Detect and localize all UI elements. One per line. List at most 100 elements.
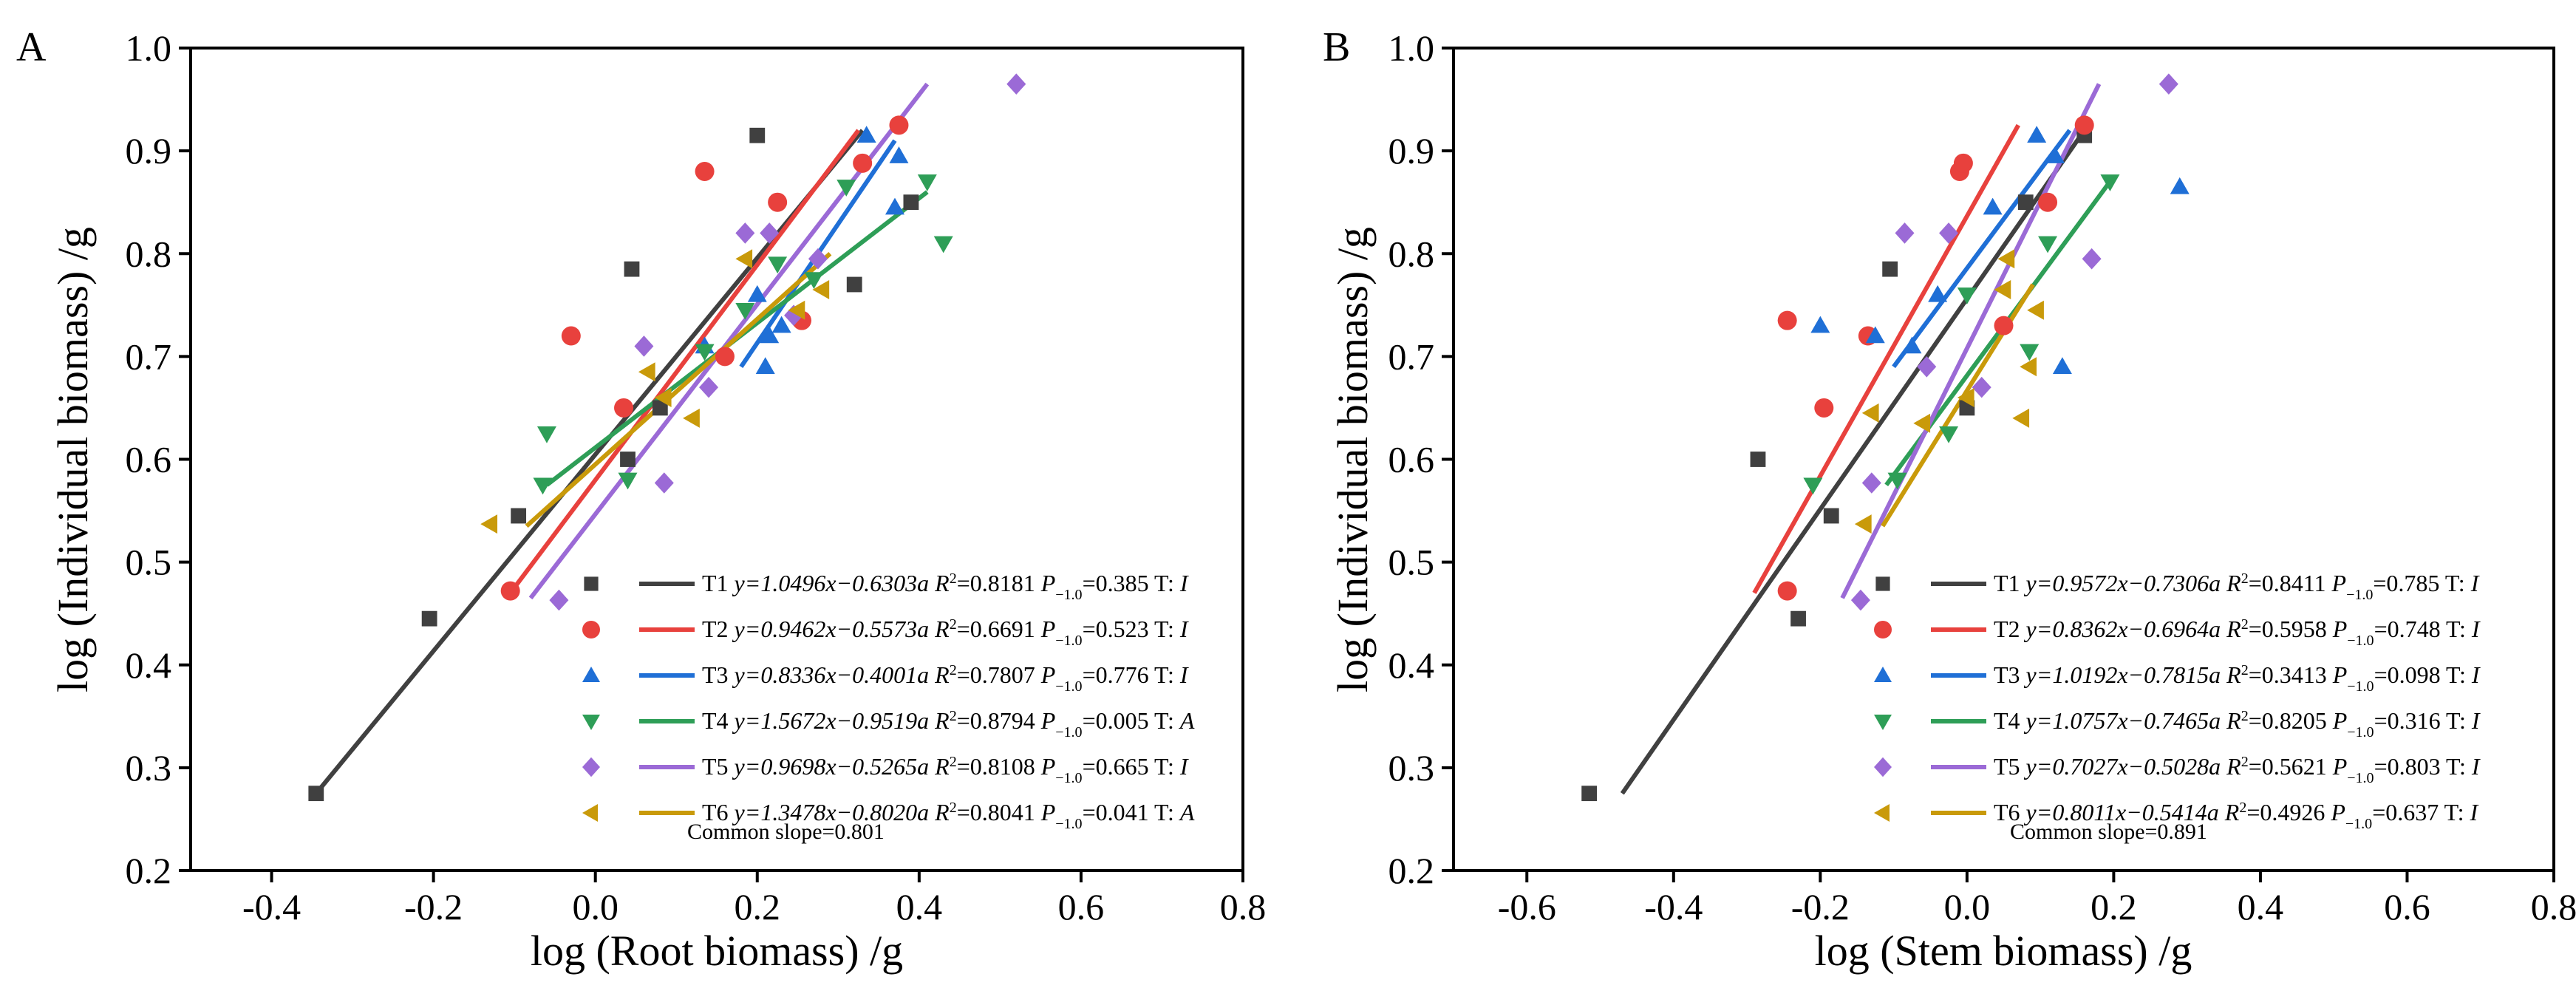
legend-label: T1 y=0.9572x−0.7306a R2=0.8411 P−1.0=0.7… bbox=[1994, 570, 2480, 603]
data-points bbox=[308, 73, 1026, 802]
data-point-t4 bbox=[836, 180, 856, 197]
data-point-t1 bbox=[1581, 786, 1598, 802]
data-point-t3 bbox=[755, 357, 775, 375]
data-point-t4 bbox=[735, 303, 755, 320]
legend-marker bbox=[584, 576, 599, 591]
legend-label: T3 y=0.8336x−0.4001a R2=0.7807 P−1.0=0.7… bbox=[702, 661, 1189, 695]
x-tick-label: -0.6 bbox=[1498, 886, 1556, 927]
y-tick-label: 0.5 bbox=[126, 542, 172, 583]
x-tick-label: 0.6 bbox=[1058, 886, 1105, 927]
x-tick-label: 0.4 bbox=[2238, 886, 2284, 927]
axis-ticks: -0.6 -0.4 -0.2 0.0 0.2 0.4 0.6 0.8 0.2 0.3 0.4 0.5 0… bbox=[1388, 27, 2576, 927]
y-tick-label: 0.5 bbox=[1388, 542, 1435, 583]
data-point-t5 bbox=[549, 589, 569, 611]
data-point-t6 bbox=[2012, 408, 2030, 428]
data-point-t2 bbox=[1777, 310, 1797, 330]
data-point-t3 bbox=[889, 146, 909, 163]
data-point-t3 bbox=[2027, 126, 2047, 143]
data-point-t3 bbox=[1810, 316, 1830, 333]
data-point-t1 bbox=[1790, 610, 1806, 627]
data-point-t6 bbox=[812, 279, 830, 299]
x-tick-label: 0.0 bbox=[1944, 886, 1991, 927]
data-point-t6 bbox=[1997, 249, 2015, 269]
data-point-t6 bbox=[683, 408, 700, 428]
data-point-t2 bbox=[1953, 153, 1973, 173]
data-point-t6 bbox=[1994, 279, 2011, 299]
panel-a: A -0.4 -0.2 0.0 0.2 0.4 0.6 0.8 0.2 0.3 0.4 0.5 0.6… bbox=[16, 24, 1266, 975]
x-tick-label: 0.8 bbox=[1220, 886, 1267, 927]
y-tick-label: 0.6 bbox=[126, 439, 172, 480]
axis-ticks: -0.4 -0.2 0.0 0.2 0.4 0.6 0.8 0.2 0.3 0.4 0.5 0.6 0.… bbox=[126, 27, 1267, 927]
data-point-t5 bbox=[735, 222, 755, 244]
legend-entry-t5: T5 y=0.9698x−0.5265a R2=0.8108 P−1.0=0.6… bbox=[582, 753, 1189, 786]
legend-marker bbox=[1874, 715, 1892, 730]
y-tick-label: 0.7 bbox=[1388, 336, 1435, 377]
fit-line-t3 bbox=[1892, 129, 2072, 369]
panel-label: A bbox=[16, 24, 47, 70]
data-point-t1 bbox=[652, 400, 668, 416]
fit-line-t5 bbox=[1840, 83, 2102, 599]
legend-entry-t2: T2 y=0.9462x−0.5573a R2=0.6691 P−1.0=0.5… bbox=[582, 616, 1189, 649]
legend-entry-t3: T3 y=0.8336x−0.4001a R2=0.7807 P−1.0=0.7… bbox=[582, 661, 1189, 695]
y-tick-label: 0.7 bbox=[126, 336, 172, 377]
data-point-t2 bbox=[889, 115, 909, 135]
data-point-t3 bbox=[760, 326, 780, 344]
x-tick-label: 0.2 bbox=[2091, 886, 2137, 927]
data-point-t1 bbox=[903, 194, 919, 211]
legend-label: T2 y=0.8362x−0.6964a R2=0.5958 P−1.0=0.7… bbox=[1994, 616, 2481, 649]
common-slope-text: Common slope=0.891 bbox=[2010, 820, 2207, 844]
data-point-t6 bbox=[480, 514, 498, 534]
data-point-t2 bbox=[2074, 115, 2094, 135]
x-tick-label: 0.2 bbox=[735, 886, 781, 927]
data-point-t6 bbox=[1913, 413, 1931, 433]
data-point-t2 bbox=[1994, 316, 2014, 336]
legend-label: T5 y=0.9698x−0.5265a R2=0.8108 P−1.0=0.6… bbox=[702, 753, 1189, 786]
data-point-t1 bbox=[2017, 194, 2034, 211]
legend-label: T6 y=1.3478x−0.8020a R2=0.8041 P−1.0=0.0… bbox=[702, 799, 1195, 832]
data-point-t2 bbox=[853, 153, 873, 173]
fit-line-t2 bbox=[1752, 123, 2020, 594]
fit-line-t1 bbox=[314, 129, 865, 795]
y-tick-label: 0.2 bbox=[126, 850, 172, 891]
data-point-t4 bbox=[533, 477, 553, 495]
data-point-t4 bbox=[2020, 344, 2040, 361]
legend-marker bbox=[582, 621, 600, 638]
data-point-t4 bbox=[618, 472, 638, 490]
legend-label: T5 y=0.7027x−0.5028a R2=0.5621 P−1.0=0.8… bbox=[1994, 753, 2481, 786]
data-point-t5 bbox=[1939, 222, 1959, 244]
data-point-t5 bbox=[699, 376, 719, 398]
data-point-t2 bbox=[1814, 398, 1834, 418]
y-tick-label: 0.3 bbox=[1388, 747, 1435, 789]
legend-label: T4 y=1.0757x−0.7465a R2=0.8205 P−1.0=0.3… bbox=[1994, 707, 2481, 740]
data-point-t6 bbox=[2020, 357, 2037, 377]
data-point-t5 bbox=[654, 472, 674, 494]
y-tick-label: 0.4 bbox=[126, 644, 172, 686]
x-tick-label: -0.2 bbox=[404, 886, 463, 927]
data-point-t3 bbox=[2045, 146, 2065, 163]
x-tick-label: 0.4 bbox=[896, 886, 943, 927]
data-point-t2 bbox=[768, 192, 788, 212]
y-tick-label: 1.0 bbox=[126, 27, 172, 69]
data-point-t1 bbox=[749, 127, 766, 143]
fit-line-t1 bbox=[1620, 129, 2087, 795]
plot-frame bbox=[1452, 47, 2555, 872]
data-point-t6 bbox=[1854, 514, 1872, 534]
legend-marker bbox=[582, 667, 600, 682]
fit-line-t6 bbox=[525, 252, 832, 528]
data-point-t4 bbox=[1939, 426, 1959, 443]
data-point-t4 bbox=[536, 426, 556, 443]
legend-entry-t2: T2 y=0.8362x−0.6964a R2=0.5958 P−1.0=0.7… bbox=[1874, 616, 2481, 649]
legend-label: T4 y=1.5672x−0.9519a R2=0.8794 P−1.0=0.0… bbox=[702, 707, 1195, 740]
data-point-t1 bbox=[846, 276, 862, 293]
data-point-t6 bbox=[735, 249, 753, 269]
legend-entry-t3: T3 y=1.0192x−0.7815a R2=0.3413 P−1.0=0.0… bbox=[1874, 661, 2481, 695]
data-point-t6 bbox=[2027, 300, 2044, 320]
x-axis-title: log (Stem biomass) /g bbox=[1815, 927, 2192, 975]
data-point-t3 bbox=[1983, 197, 2003, 215]
data-point-t1 bbox=[1882, 261, 1898, 277]
y-tick-label: 0.6 bbox=[1388, 439, 1435, 480]
y-tick-label: 0.2 bbox=[1388, 850, 1435, 891]
x-tick-label: -0.4 bbox=[242, 886, 301, 927]
y-tick-label: 0.9 bbox=[126, 130, 172, 171]
